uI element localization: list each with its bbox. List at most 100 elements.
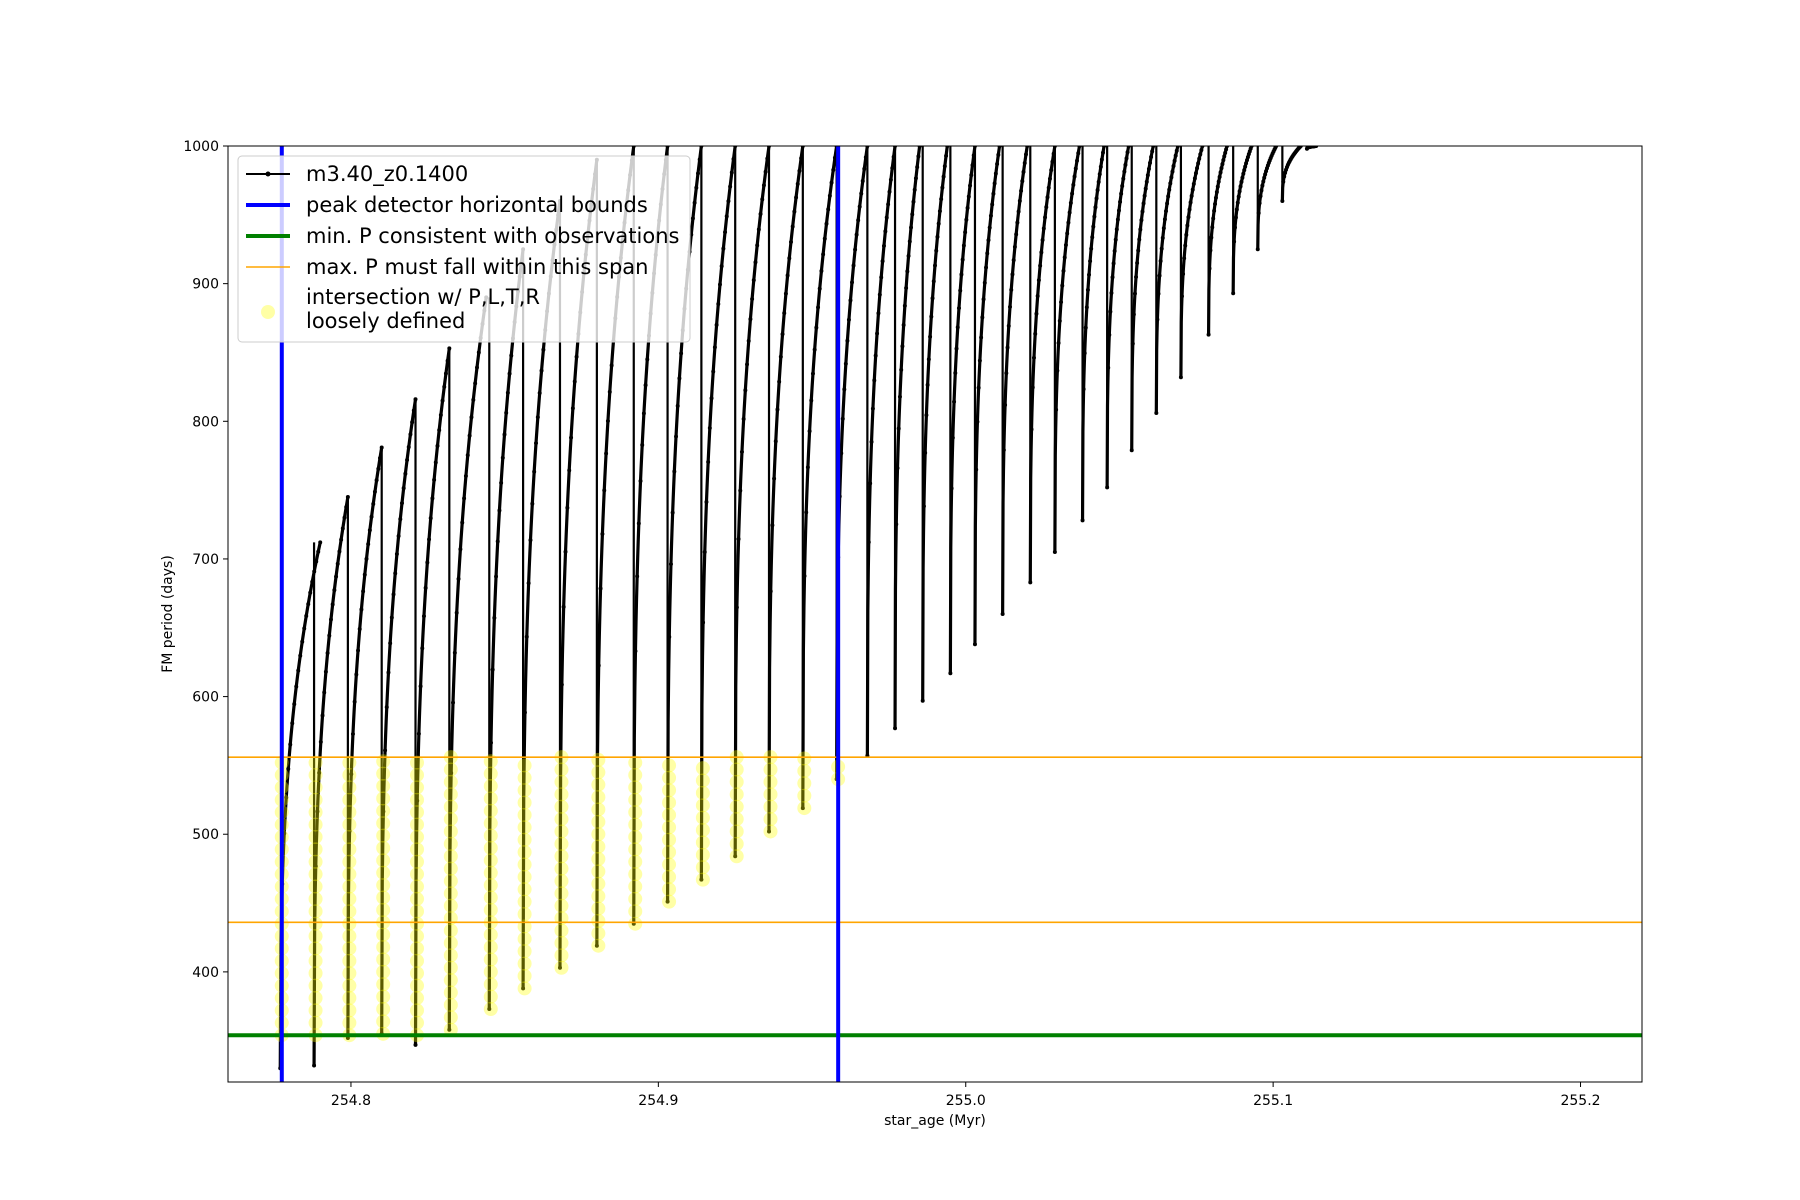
series-point [1165, 201, 1170, 206]
series-point [1192, 176, 1197, 181]
highlight-point [443, 849, 458, 864]
series-point [788, 239, 793, 244]
series-point [1034, 311, 1039, 316]
series-point [456, 576, 461, 581]
series-point [432, 477, 437, 482]
highlight-point [410, 792, 425, 807]
series-point [716, 302, 721, 307]
highlight-point [628, 768, 643, 783]
highlight-point [410, 953, 425, 968]
series-point [1118, 199, 1123, 204]
highlight-point [342, 829, 357, 844]
series-point [1281, 179, 1286, 184]
series-point [1124, 156, 1129, 161]
series-point [423, 585, 428, 590]
series-point [438, 413, 443, 418]
series-point [532, 469, 537, 474]
series-point [1100, 150, 1105, 155]
highlight-point [410, 829, 425, 844]
highlight-point [729, 849, 744, 864]
series-point [906, 253, 911, 258]
highlight-point [628, 867, 643, 882]
series-point [1033, 331, 1038, 336]
series-point [990, 202, 995, 207]
series-point [712, 345, 717, 350]
series-point [923, 450, 928, 455]
highlight-point [695, 847, 710, 862]
series-point [635, 574, 640, 579]
series-point [773, 439, 778, 444]
series-point [487, 1007, 492, 1012]
series-point [869, 439, 874, 444]
series-point [430, 496, 435, 501]
series-point [875, 331, 880, 336]
highlight-point [517, 956, 532, 971]
series-point [860, 179, 865, 184]
series-point [1167, 187, 1172, 192]
x-tick-label: 254.8 [331, 1093, 371, 1109]
series-point [361, 589, 366, 594]
highlight-point [662, 882, 677, 897]
series-point [866, 540, 871, 545]
series-point [1129, 448, 1134, 453]
series-point [916, 154, 921, 159]
series-point [746, 338, 751, 343]
highlight-point [695, 773, 710, 788]
series-point [383, 748, 388, 753]
series-point [770, 523, 775, 528]
series-point [1091, 224, 1096, 229]
highlight-point [483, 927, 498, 942]
series-point [991, 191, 996, 196]
series-point [1063, 243, 1068, 248]
highlight-point [729, 774, 744, 789]
series-point [988, 213, 993, 218]
y-tick-label: 900 [192, 277, 219, 293]
highlight-point [342, 953, 357, 968]
series-point [433, 460, 438, 465]
highlight-point [342, 780, 357, 795]
highlight-point [483, 989, 498, 1004]
highlight-point [554, 836, 569, 851]
series-point [449, 771, 454, 776]
highlight-point [628, 904, 643, 919]
series-point [1212, 208, 1217, 213]
highlight-point [376, 952, 391, 967]
series-point [1139, 218, 1144, 223]
series-point [934, 248, 939, 253]
series-point [1236, 194, 1241, 199]
series-point [408, 432, 413, 437]
series-point [1181, 271, 1186, 276]
series-point [1109, 291, 1114, 296]
series-point [500, 455, 505, 460]
series-point [1006, 323, 1011, 328]
series-point [362, 572, 367, 577]
highlight-point [376, 927, 391, 942]
series-point [420, 646, 425, 651]
series-point [1105, 485, 1110, 490]
series-point [1019, 188, 1024, 193]
highlight-point [308, 768, 323, 783]
series-point [452, 650, 457, 655]
highlight-point [554, 824, 569, 839]
series-point [451, 700, 456, 705]
series-point [846, 317, 851, 322]
series-point [1012, 244, 1017, 249]
series-point [296, 668, 301, 673]
series-point [910, 212, 915, 217]
series-point [840, 416, 845, 421]
series-point [284, 795, 289, 800]
highlight-point [628, 817, 643, 832]
series-point [318, 540, 323, 545]
highlight-point [308, 867, 323, 882]
series-point [797, 168, 802, 173]
legend-label: m3.40_z0.1400 [306, 162, 468, 187]
highlight-point [308, 854, 323, 869]
series-point [1075, 158, 1080, 163]
series-point [905, 269, 910, 274]
series-point [753, 260, 758, 265]
series-point [900, 344, 905, 349]
series-point [920, 698, 925, 703]
series-point [1111, 261, 1116, 266]
series-point [535, 415, 540, 420]
highlight-point [443, 997, 458, 1012]
